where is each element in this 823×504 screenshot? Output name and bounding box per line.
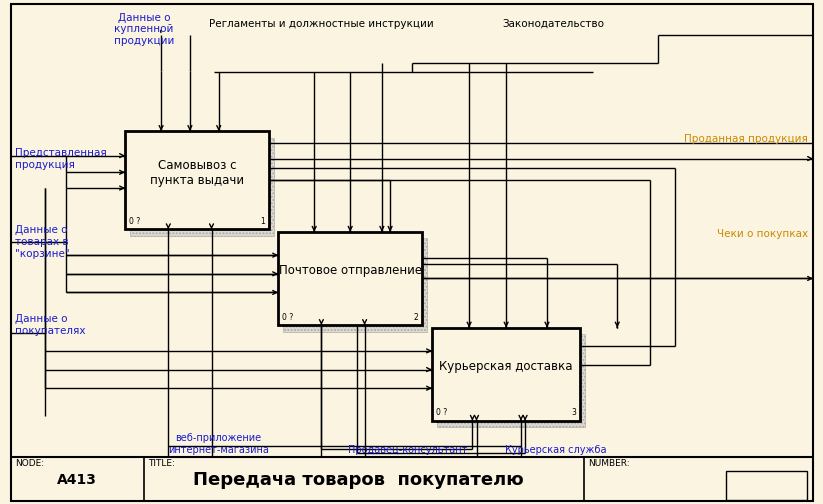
Text: Проданная продукция: Проданная продукция [684, 134, 808, 144]
Text: Передача товаров  покупателю: Передача товаров покупателю [193, 471, 523, 489]
Bar [726, 471, 807, 500]
Text: Законодательство: Законодательство [502, 19, 604, 29]
Text: NODE:: NODE: [15, 459, 44, 468]
Bar [437, 334, 585, 427]
Text: Чеки о покупках: Чеки о покупках [717, 229, 808, 239]
Bar [432, 328, 580, 421]
Text: TITLE:: TITLE: [148, 459, 175, 468]
Text: 2: 2 [413, 312, 418, 322]
Text: 0 ?: 0 ? [129, 217, 141, 226]
Text: Представленная
продукция: Представленная продукция [15, 148, 106, 169]
Text: Курьерская служба: Курьерская служба [504, 445, 607, 455]
Text: Почтовое отправление: Почтовое отправление [279, 265, 421, 277]
Text: Данные о
купленной
продукции: Данные о купленной продукции [114, 13, 174, 46]
Text: Регламенты и должностные инструкции: Регламенты и должностные инструкции [208, 19, 434, 29]
Text: A413: A413 [57, 473, 96, 487]
Text: Данные о
товарах в
"корзине": Данные о товарах в "корзине" [15, 225, 69, 259]
Text: 1: 1 [260, 217, 265, 226]
Text: Курьерская доставка: Курьерская доставка [439, 360, 573, 373]
Bar [125, 131, 269, 229]
Bar [278, 232, 422, 325]
Text: Продавец-консультант: Продавец-консультант [347, 445, 467, 455]
Text: NUMBER:: NUMBER: [588, 459, 630, 468]
Bar [130, 138, 274, 236]
Text: Данные о
покупателях: Данные о покупателях [15, 314, 86, 336]
Text: 3: 3 [571, 408, 576, 417]
Text: Самовывоз с
пункта выдачи: Самовывоз с пункта выдачи [150, 159, 244, 186]
Text: 0 ?: 0 ? [436, 408, 448, 417]
Text: веб-приложение
интернет-магазина: веб-приложение интернет-магазина [168, 433, 268, 455]
Bar [283, 238, 427, 332]
Text: 0 ?: 0 ? [282, 312, 294, 322]
